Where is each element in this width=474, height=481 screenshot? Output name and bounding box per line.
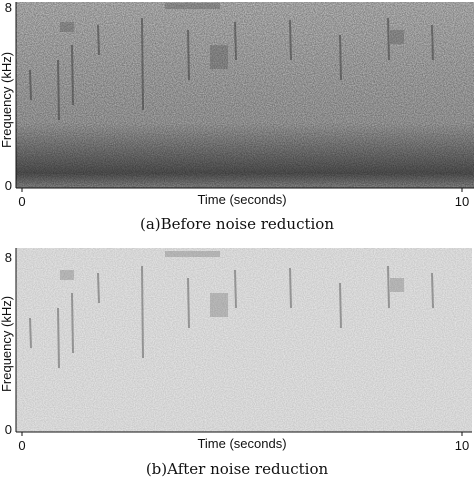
call-stroke [431,24,434,61]
call-marks-after [29,251,434,369]
call-stroke [234,21,237,61]
call-stroke [431,272,434,309]
call-stroke [57,59,60,121]
y-tick-label-0: 0 [5,178,12,193]
figure-before-noise-reduction: 8 0 0 10 Time (seconds) Frequency (kHz) … [0,0,474,240]
x-tick-label-0: 0 [18,438,25,453]
call-stroke [57,307,60,369]
spectrogram-svg-after: 8 0 0 10 Time (seconds) Frequency (kHz) [0,248,472,453]
caption-after: (b)After noise reduction [145,460,329,478]
energy-blob [390,278,404,292]
noise-texture-after [16,248,472,432]
call-stroke [141,17,144,111]
call-stroke [289,19,292,61]
y-axis-label: Frequency (kHz) [0,52,14,148]
energy-blob [60,22,74,32]
energy-blob [165,3,220,9]
call-stroke [187,277,190,329]
y-tick-label-8: 8 [5,0,12,15]
figure-after-noise-reduction: 8 0 0 10 Time (seconds) Frequency (kHz) … [0,244,474,481]
y-tick-label-0: 0 [5,422,12,437]
y-axis-label: Frequency (kHz) [0,296,14,392]
spectrogram-plot-after: 8 0 0 10 Time (seconds) Frequency (kHz) [0,244,474,454]
call-stroke [387,265,390,309]
low-frequency-noise-band [16,2,474,188]
caption-before: (a)Before noise reduction [139,215,334,233]
call-stroke [339,34,342,81]
call-stroke [387,17,390,61]
energy-blob [60,270,74,280]
call-stroke [141,265,144,359]
call-stroke [29,317,32,349]
energy-blob [210,45,228,69]
energy-blob [210,293,228,317]
spectrogram-svg-before: 8 0 0 10 Time (seconds) Frequency (kHz) [0,0,474,209]
call-stroke [29,69,32,101]
call-marks-before [29,3,434,121]
x-axis-label: Time (seconds) [197,192,286,207]
call-stroke [234,269,237,309]
call-stroke [71,44,74,106]
call-stroke [339,282,342,329]
x-tick-label-10: 10 [455,194,469,209]
x-axis-label: Time (seconds) [197,436,286,451]
x-tick-label-10: 10 [455,438,469,453]
spectrogram-plot-before: 8 0 0 10 Time (seconds) Frequency (kHz) [0,0,474,210]
energy-blob [165,251,220,257]
x-tick-label-0: 0 [18,194,25,209]
call-stroke [289,267,292,309]
energy-blob [390,30,404,44]
y-tick-label-8: 8 [5,250,12,265]
call-stroke [97,24,100,56]
call-stroke [97,272,100,304]
call-stroke [187,29,190,81]
call-stroke [71,292,74,354]
